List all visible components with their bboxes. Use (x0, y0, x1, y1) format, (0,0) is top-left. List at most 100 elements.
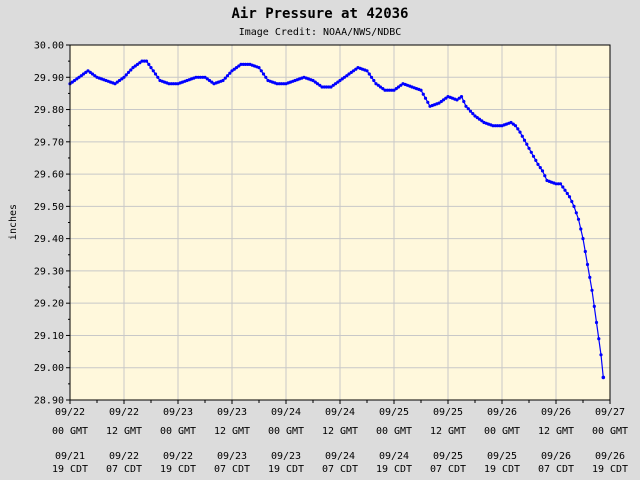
y-axis-label: inches (8, 204, 19, 240)
data-point (221, 78, 225, 83)
data-point (441, 98, 446, 102)
x-tick-label-gmt-date: 09/26 (541, 407, 571, 418)
data-point (196, 75, 200, 79)
x-tick-label-gmt-date: 09/27 (595, 407, 625, 418)
data-point (261, 72, 266, 76)
data-point (376, 83, 380, 87)
data-point (383, 88, 387, 92)
x-tick-label-gmt-date: 09/26 (487, 407, 517, 418)
data-point (120, 77, 124, 81)
data-point (257, 66, 261, 70)
data-point (513, 124, 518, 128)
data-point (135, 62, 140, 66)
data-point (171, 82, 176, 86)
data-point (369, 75, 374, 79)
data-point (581, 237, 585, 241)
data-point (117, 78, 122, 83)
x-tick-label-cdt-time: 07 CDT (214, 464, 250, 475)
data-point (354, 67, 358, 71)
data-point (525, 142, 529, 146)
data-point (320, 85, 324, 89)
data-point (232, 67, 236, 71)
data-point (574, 211, 578, 215)
data-point (315, 82, 320, 86)
data-point (72, 78, 77, 83)
data-point (381, 87, 385, 91)
data-point (84, 70, 88, 74)
data-point (392, 88, 396, 92)
data-point (421, 92, 425, 96)
data-point (174, 82, 178, 86)
data-point (464, 104, 468, 108)
data-point (318, 83, 322, 87)
x-tick-label-cdt-time: 07 CDT (430, 464, 466, 475)
x-tick-label-cdt-date: 09/21 (55, 451, 85, 462)
x-tick-label-gmt-time: 12 GMT (430, 426, 466, 437)
x-tick-label-cdt-time: 07 CDT (538, 464, 574, 475)
data-point (75, 77, 79, 81)
data-point (336, 80, 340, 84)
data-point (534, 158, 538, 162)
y-tick-label: 30.00 (34, 41, 64, 52)
data-point (225, 74, 230, 78)
data-point (480, 119, 484, 123)
x-tick-label-gmt-date: 09/23 (163, 407, 193, 418)
data-point (311, 78, 315, 83)
data-point (156, 75, 160, 79)
data-point (282, 82, 286, 86)
data-point (324, 85, 329, 89)
data-point (538, 166, 542, 170)
x-tick-label-cdt-date: 09/23 (217, 451, 247, 462)
data-point (522, 138, 527, 142)
x-tick-label-gmt-time: 00 GMT (484, 426, 520, 437)
data-point (399, 83, 403, 87)
plot-frame (69, 44, 611, 401)
x-tick-label-gmt-time: 00 GMT (268, 426, 304, 437)
data-point (594, 320, 599, 325)
data-point (122, 75, 126, 79)
data-point (198, 75, 203, 79)
data-point (203, 75, 207, 79)
data-point (322, 85, 326, 89)
data-point (347, 72, 351, 76)
data-point (113, 82, 117, 86)
data-point (331, 83, 335, 87)
data-point (93, 74, 97, 78)
data-point (147, 62, 151, 66)
data-point (498, 124, 502, 128)
data-point (588, 275, 592, 279)
data-point (423, 96, 428, 100)
data-point (556, 182, 560, 186)
data-point (457, 96, 461, 100)
data-point (237, 64, 241, 68)
y-tick-label: 29.70 (34, 137, 64, 148)
data-point (567, 195, 572, 199)
x-tick-label-gmt-time: 00 GMT (592, 426, 628, 437)
x-tick-label-gmt-time: 12 GMT (214, 426, 250, 437)
x-tick-label-cdt-date: 09/22 (109, 451, 139, 462)
y-tick-label: 29.30 (34, 266, 64, 277)
x-tick-label-gmt-date: 09/25 (433, 407, 463, 418)
y-tick-label: 29.20 (34, 299, 64, 310)
x-tick-label-cdt-time: 07 CDT (322, 464, 358, 475)
data-point (540, 169, 545, 173)
data-point (583, 249, 587, 254)
data-point (365, 69, 369, 73)
data-point (597, 337, 601, 341)
data-point (437, 101, 441, 105)
data-point (579, 227, 583, 231)
data-point (81, 72, 86, 76)
data-point (129, 68, 133, 72)
y-tick-label: 29.40 (34, 234, 64, 245)
data-point (115, 80, 119, 84)
x-tick-label-gmt-time: 00 GMT (52, 426, 88, 437)
data-point (207, 78, 212, 83)
data-point (79, 74, 83, 78)
x-tick-label-gmt-time: 00 GMT (160, 426, 196, 437)
data-point (241, 62, 245, 66)
x-tick-label-cdt-time: 19 CDT (52, 464, 88, 475)
data-point (367, 72, 371, 76)
data-point (601, 375, 606, 380)
data-point (313, 80, 317, 84)
data-point (439, 99, 443, 104)
